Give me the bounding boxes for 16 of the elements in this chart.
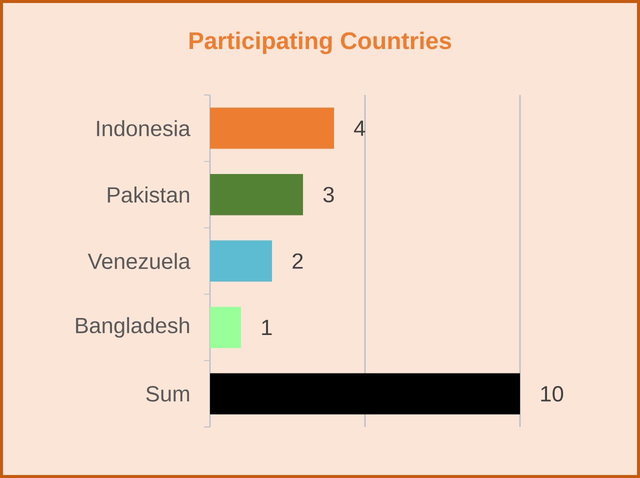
bar	[210, 240, 272, 282]
y-tick-label: Indonesia	[97, 120, 190, 136]
data-label: 2	[292, 253, 303, 269]
data-label: 10	[541, 386, 564, 402]
data-label: 3	[323, 186, 334, 202]
y-tick-label: Venezuela	[88, 252, 190, 270]
data-label: 1	[262, 320, 272, 335]
chart-title: Participating Countries	[190, 32, 452, 54]
bar	[210, 373, 520, 414]
bar	[210, 174, 304, 216]
y-tick-label: Pakistan	[108, 186, 190, 203]
y-tick-label: Sum	[146, 386, 190, 402]
bar	[210, 108, 334, 149]
data-label: 4	[354, 120, 366, 136]
bar	[210, 306, 241, 348]
y-tick-label: Bangladesh	[76, 317, 190, 338]
